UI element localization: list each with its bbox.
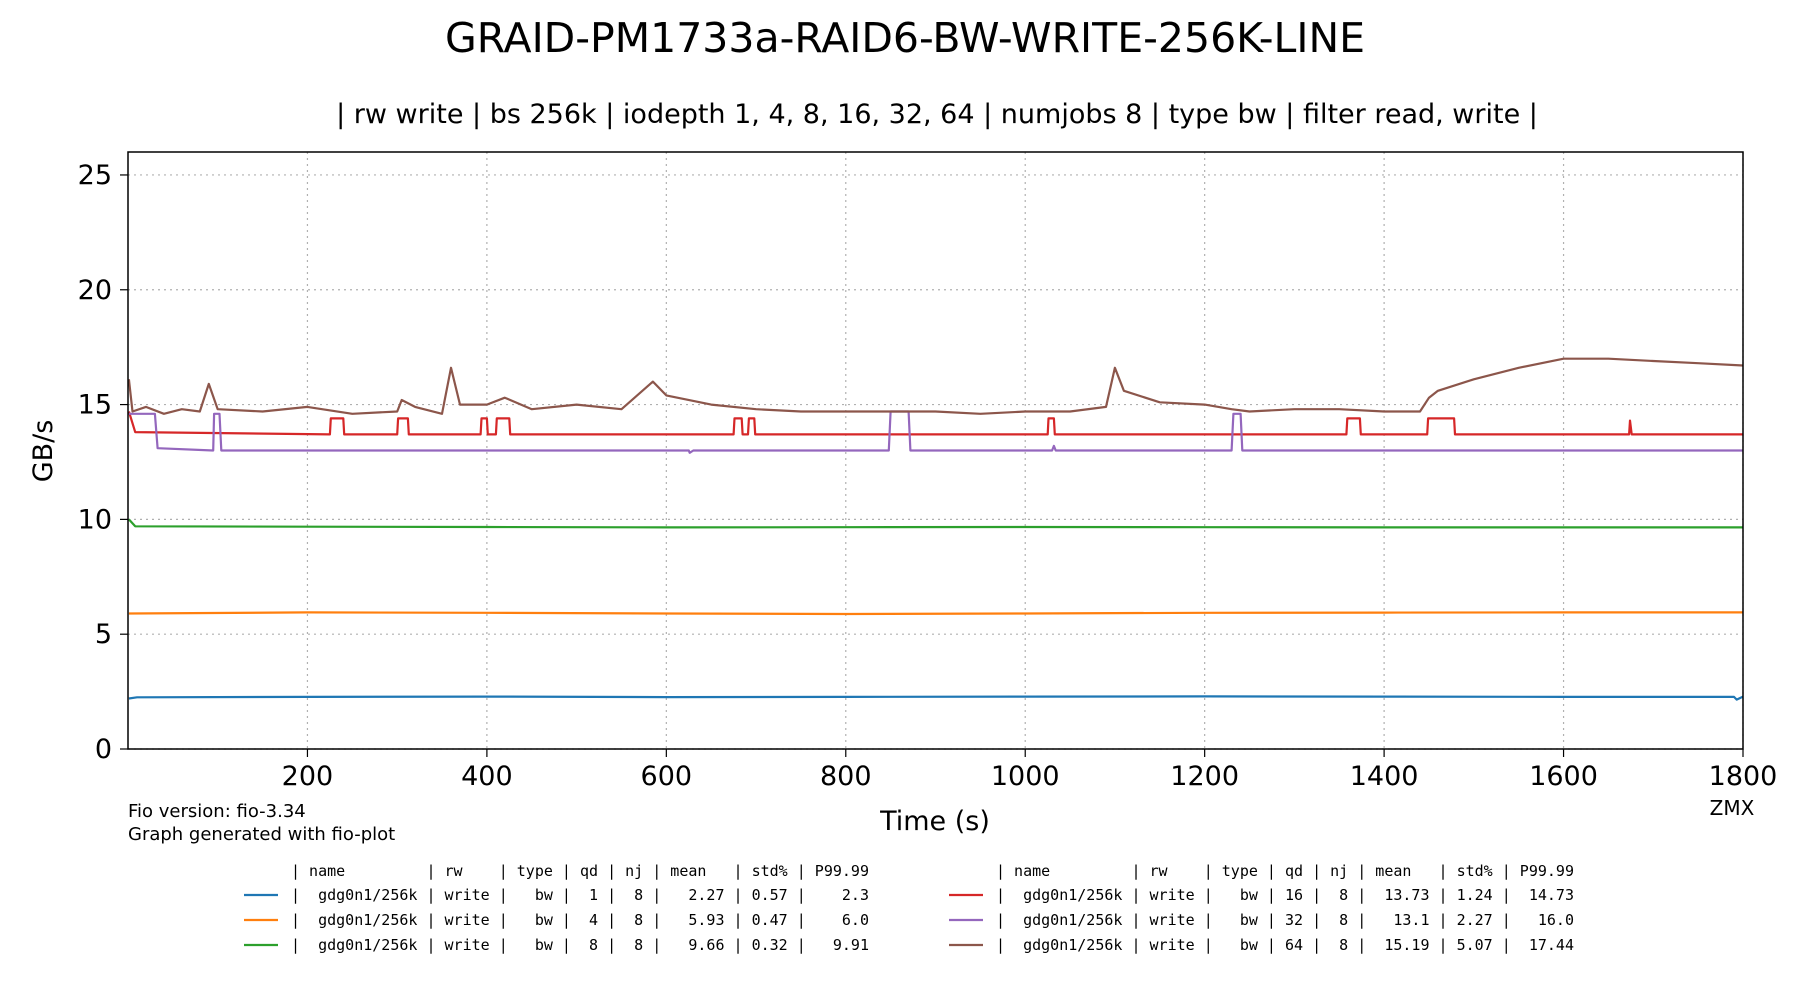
x-tick-label: 1200 [1170,761,1239,792]
legend-row-qd4: | gdg0n1/256k | write | bw | 4 | 8 | 5.9… [291,911,869,929]
fio-plot-credit-text: Graph generated with fio-plot [128,824,395,845]
y-tick-label: 5 [95,619,112,650]
y-tick-label: 20 [78,275,112,306]
watermark-text: ZMX [1710,796,1755,820]
y-tick-label: 15 [78,390,112,421]
x-tick-label: 600 [641,761,693,792]
chart-subtitle: | rw write | bs 256k | iodepth 1, 4, 8, … [336,99,1538,130]
y-axis-label: GB/s [28,420,59,483]
legend: | name | rw | type | qd | nj | mean | st… [244,862,1574,954]
series-line-qd1 [128,695,1744,701]
x-axis-label: Time (s) [879,806,990,837]
y-tick-label: 0 [95,734,112,765]
legend-row-qd32: | gdg0n1/256k | write | bw | 32 | 8 | 13… [996,911,1574,929]
x-tick-label: 800 [820,761,872,792]
legend-header: | name | rw | type | qd | nj | mean | st… [996,862,1574,880]
plot-frame [127,151,1744,750]
legend-header: | name | rw | type | qd | nj | mean | st… [291,862,869,880]
x-tick-label: 400 [461,761,513,792]
series-line-qd16 [127,411,1743,436]
legend-row-qd16: | gdg0n1/256k | write | bw | 16 | 8 | 13… [996,886,1574,904]
series-line-qd4 [128,611,1743,616]
x-tick-label: 1600 [1529,761,1598,792]
x-tick-label: 1000 [991,761,1060,792]
x-tick-label: 1800 [1709,761,1778,792]
legend-row-qd8: | gdg0n1/256k | write | bw | 8 | 8 | 9.6… [291,936,869,954]
y-tick-label: 10 [78,504,112,535]
chart-title: GRAID-PM1733a-RAID6-BW-WRITE-256K-LINE [445,14,1365,62]
series-line-qd8 [128,518,1743,529]
x-tick-label: 200 [282,761,334,792]
series-line-qd64 [127,357,1744,415]
plot-area: 200 400 600 800 1000 1200 1400 1600 1800 0 5 10 15 20… [78,151,1778,792]
y-tick-label: 25 [78,160,112,191]
legend-row-qd64: | gdg0n1/256k | write | bw | 64 | 8 | 15… [996,936,1574,954]
fio-version-text: Fio version: fio-3.34 [128,801,306,822]
series-line-qd32 [128,410,1743,454]
legend-row-qd1: | gdg0n1/256k | write | bw | 1 | 8 | 2.2… [291,886,869,904]
x-tick-label: 1400 [1350,761,1419,792]
